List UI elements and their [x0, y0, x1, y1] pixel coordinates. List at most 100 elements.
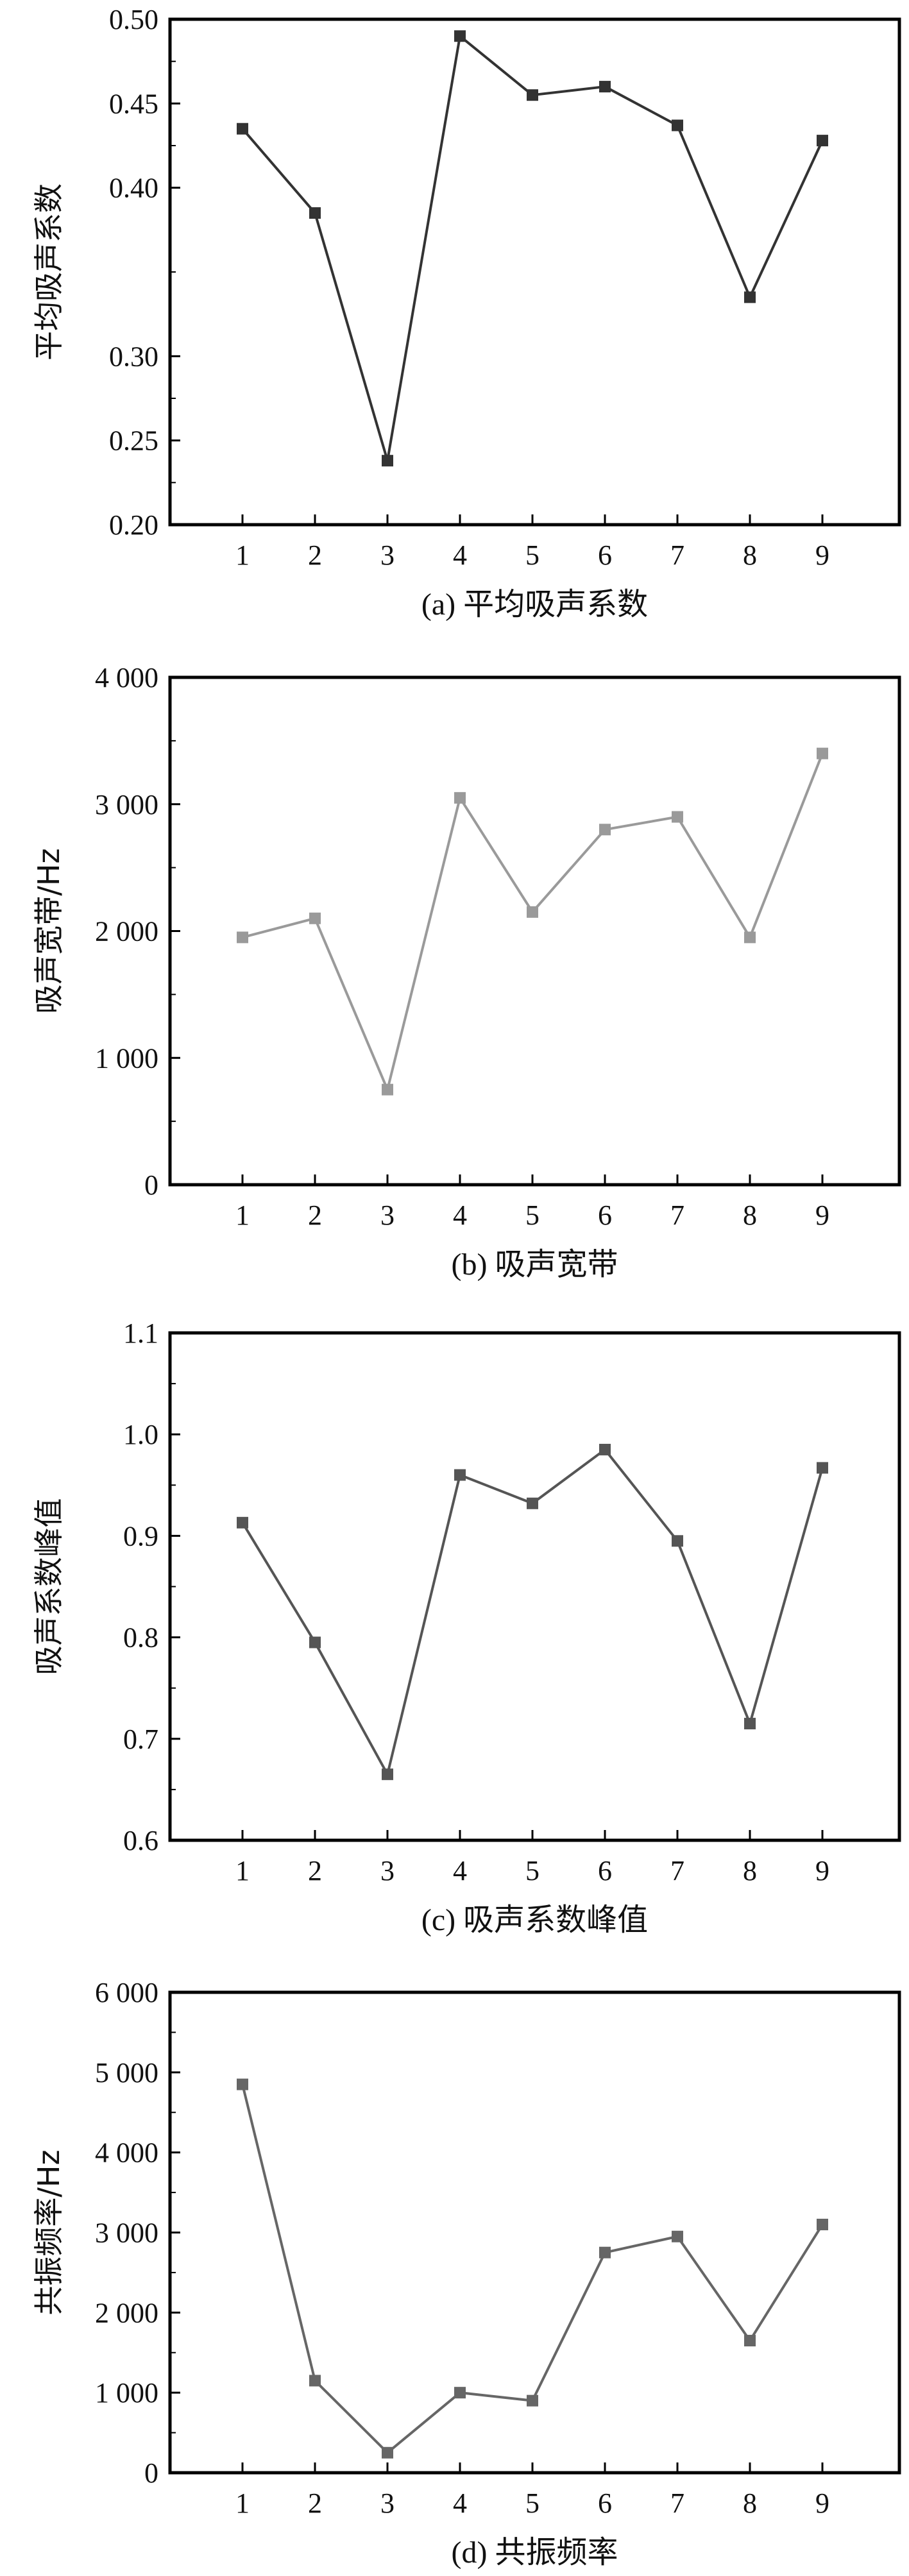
chart-0-point-1	[309, 207, 321, 219]
chart-2-point-4	[527, 1497, 538, 1509]
chart-0-ytick-label-0: 0.20	[109, 509, 158, 541]
chart-0-xtick-label-2: 3	[380, 539, 395, 571]
chart-0-ytick-label-5: 0.50	[109, 4, 158, 35]
chart-0-point-6	[672, 119, 683, 131]
chart-0-point-5	[599, 81, 611, 93]
chart-3-y-axis-title: 共振频率/Hz	[31, 2149, 66, 2315]
chart-3-caption: (d) 共振频率	[452, 2536, 618, 2570]
chart-3-xtick-label-5: 6	[598, 2487, 612, 2519]
chart-3-point-6	[672, 2230, 683, 2242]
chart-3-ytick-label-5: 5 000	[95, 2057, 158, 2089]
chart-0-xtick-label-3: 4	[453, 539, 467, 571]
chart-0-caption: (a) 平均吸声系数	[421, 588, 648, 622]
chart-2-point-7	[744, 1718, 756, 1730]
chart-1-xtick-label-3: 4	[453, 1199, 467, 1231]
chart-0-ytick-label-4: 0.45	[109, 88, 158, 119]
chart-1-point-2	[382, 1083, 393, 1096]
chart-0-y-axis-title: 平均吸声系数	[31, 183, 66, 360]
chart-0: 0.20 0.25 0.30 0.40 0.45 0.50 1 2 3 4 5 6 7 8 9 平均吸声系数 (…	[31, 4, 901, 622]
chart-1-xtick-label-0: 1	[235, 1199, 250, 1231]
chart-3-xtick-label-8: 9	[815, 2487, 829, 2519]
chart-0-xtick-label-5: 6	[598, 539, 612, 571]
chart-2-point-2	[382, 1768, 393, 1781]
chart-3-xtick-label-2: 3	[380, 2487, 395, 2519]
chart-1-point-6	[672, 811, 683, 823]
chart-3-point-3	[454, 2387, 466, 2399]
chart-0-xtick-label-0: 1	[235, 539, 250, 571]
chart-1-series-line	[242, 752, 824, 1091]
chart-3-xtick-label-4: 5	[525, 2487, 539, 2519]
chart-2-caption: (c) 吸声系数峰值	[421, 1903, 648, 1937]
chart-3-point-5	[599, 2246, 611, 2258]
chart-2-ytick-label-4: 1.0	[123, 1419, 158, 1450]
chart-0-point-3	[454, 30, 466, 42]
chart-1-point-7	[744, 931, 756, 944]
chart-1-point-5	[599, 824, 611, 836]
chart-2-point-1	[309, 1636, 321, 1648]
chart-2-ytick-label-1: 0.7	[123, 1724, 158, 1755]
chart-3-xtick-label-1: 2	[308, 2487, 322, 2519]
chart-1-xtick-label-1: 2	[308, 1199, 322, 1231]
chart-2-xtick-label-4: 5	[525, 1855, 539, 1886]
chart-2-xtick-label-1: 2	[308, 1855, 322, 1886]
chart-2: 0.6 0.7 0.8 0.9 1.0 1.1 1 2 3 4 5 6 7 8 9 吸声系数峰值 (c) 吸声系…	[31, 1318, 901, 1937]
chart-1-xtick-label-2: 3	[380, 1199, 395, 1231]
chart-3-point-7	[744, 2335, 756, 2347]
chart-0-ytick-label-2: 0.30	[109, 341, 158, 372]
chart-2-point-8	[817, 1462, 828, 1474]
chart-3-xtick-label-0: 1	[235, 2487, 250, 2519]
chart-3-point-0	[237, 2078, 248, 2090]
chart-1-xtick-label-4: 5	[525, 1199, 539, 1231]
chart-2-xtick-label-7: 8	[743, 1855, 757, 1886]
chart-1-xtick-label-8: 9	[815, 1199, 829, 1231]
chart-2-point-5	[599, 1443, 611, 1455]
chart-3: 0 1 000 2 000 3 000 4 000 5 000 6 000 1 2 3 4 5 6 7 8 9…	[31, 1977, 901, 2570]
chart-2-xtick-label-6: 7	[670, 1855, 684, 1886]
chart-2-ytick-label-0: 0.6	[123, 1825, 158, 1856]
chart-1-ytick-label-1: 1 000	[95, 1042, 158, 1074]
chart-3-ytick-label-1: 1 000	[95, 2377, 158, 2409]
chart-3-point-8	[817, 2219, 828, 2231]
chart-3-xtick-label-6: 7	[670, 2487, 684, 2519]
chart-2-xtick-label-3: 4	[453, 1855, 467, 1886]
chart-1-ytick-label-3: 3 000	[95, 789, 158, 820]
chart-2-ytick-label-2: 0.8	[123, 1622, 158, 1654]
chart-2-xtick-label-0: 1	[235, 1855, 250, 1886]
chart-0-point-4	[527, 89, 538, 101]
chart-1-caption: (b) 吸声宽带	[452, 1248, 618, 1282]
chart-3-xtick-label-7: 8	[743, 2487, 757, 2519]
chart-3-point-1	[309, 2375, 321, 2387]
chart-1-point-4	[527, 906, 538, 918]
chart-1-point-0	[237, 931, 248, 944]
chart-2-xtick-label-2: 3	[380, 1855, 395, 1886]
chart-1-ytick-label-2: 2 000	[95, 916, 158, 947]
chart-0-point-8	[817, 135, 828, 147]
chart-2-point-0	[237, 1516, 248, 1529]
chart-2-ytick-label-5: 1.1	[123, 1318, 158, 1349]
chart-0-ytick-label-3: 0.40	[109, 173, 158, 204]
chart-2-y-axis-title: 吸声系数峰值	[31, 1498, 66, 1675]
chart-1-ytick-label-0: 0	[144, 1169, 158, 1201]
chart-1-xtick-label-5: 6	[598, 1199, 612, 1231]
chart-3-point-4	[527, 2394, 538, 2407]
chart-3-ytick-label-4: 4 000	[95, 2137, 158, 2169]
chart-1-frame	[168, 675, 901, 1187]
chart-3-ytick-label-2: 2 000	[95, 2297, 158, 2328]
chart-0-xtick-label-4: 5	[525, 539, 539, 571]
chart-1-xtick-label-6: 7	[670, 1199, 684, 1231]
chart-0-point-0	[237, 123, 248, 135]
chart-1-point-1	[309, 912, 321, 924]
chart-1-ytick-label-4: 4 000	[95, 662, 158, 693]
chart-2-ytick-label-3: 0.9	[123, 1520, 158, 1552]
chart-2-point-3	[454, 1469, 466, 1481]
chart-1: 0 1 000 2 000 3 000 4 000 1 2 3 4 5 6 7 8 9 吸声宽带/Hz (b)…	[31, 662, 901, 1282]
chart-3-ytick-label-0: 0	[144, 2457, 158, 2489]
chart-0-point-7	[744, 291, 756, 303]
chart-0-ytick-label-1: 0.25	[109, 425, 158, 457]
chart-0-xtick-label-7: 8	[743, 539, 757, 571]
chart-3-ytick-label-3: 3 000	[95, 2217, 158, 2249]
chart-1-point-3	[454, 792, 466, 804]
chart-2-point-6	[672, 1535, 683, 1547]
chart-0-xtick-label-1: 2	[308, 539, 322, 571]
